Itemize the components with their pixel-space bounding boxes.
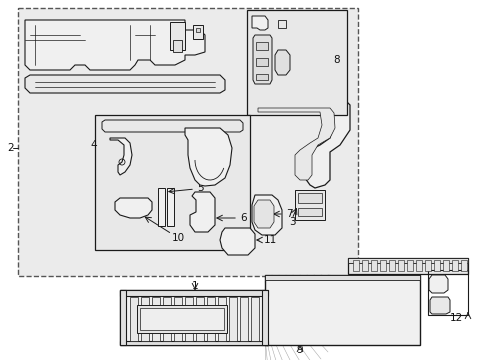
Bar	[140, 308, 224, 330]
Polygon shape	[274, 50, 289, 75]
Bar	[170, 22, 184, 50]
Text: 12: 12	[449, 313, 462, 323]
Bar	[406, 260, 412, 271]
Bar	[167, 188, 174, 226]
Bar	[347, 258, 467, 263]
Bar	[460, 260, 466, 271]
Bar	[158, 188, 164, 226]
Polygon shape	[251, 195, 282, 235]
Polygon shape	[429, 297, 449, 314]
Bar	[120, 290, 126, 345]
Bar	[415, 260, 421, 271]
Bar	[347, 258, 467, 274]
Bar	[152, 297, 160, 341]
Polygon shape	[249, 100, 349, 188]
Text: 2: 2	[8, 143, 14, 153]
Bar	[228, 297, 237, 341]
Bar	[174, 297, 182, 341]
Polygon shape	[428, 275, 447, 293]
Bar	[18, 8, 357, 276]
Bar	[370, 260, 376, 271]
Text: 9: 9	[296, 345, 303, 355]
Bar	[278, 20, 285, 28]
Bar	[352, 260, 358, 271]
Bar	[218, 297, 225, 341]
Bar	[206, 297, 215, 341]
Bar	[141, 297, 149, 341]
Bar	[442, 260, 448, 271]
Polygon shape	[220, 228, 254, 255]
Bar	[451, 260, 457, 271]
Bar	[361, 260, 367, 271]
Text: 8: 8	[332, 55, 339, 65]
Bar	[256, 42, 267, 50]
Bar	[184, 297, 193, 341]
Bar	[240, 297, 247, 341]
Bar	[250, 297, 259, 341]
Bar	[256, 74, 267, 80]
Bar	[264, 275, 419, 345]
Bar	[379, 260, 385, 271]
Bar	[173, 40, 182, 52]
Bar	[294, 190, 325, 220]
Bar	[120, 341, 267, 345]
Polygon shape	[190, 192, 215, 232]
Text: 1: 1	[191, 281, 198, 291]
Polygon shape	[251, 16, 267, 30]
Bar	[262, 290, 267, 345]
Bar	[256, 58, 267, 66]
Text: 6: 6	[240, 213, 246, 223]
Bar	[297, 193, 321, 203]
Text: 7: 7	[285, 209, 292, 219]
Polygon shape	[258, 108, 334, 180]
Bar	[137, 305, 226, 333]
Text: 5: 5	[197, 183, 203, 193]
Polygon shape	[110, 138, 132, 175]
Bar	[196, 28, 200, 32]
Polygon shape	[102, 120, 243, 132]
Polygon shape	[252, 35, 271, 84]
Polygon shape	[184, 128, 231, 186]
Text: 10: 10	[171, 233, 184, 243]
Bar	[427, 270, 467, 315]
Bar	[264, 275, 419, 280]
Polygon shape	[253, 200, 273, 228]
Bar	[433, 260, 439, 271]
Bar	[388, 260, 394, 271]
Polygon shape	[25, 75, 224, 93]
Polygon shape	[25, 20, 204, 70]
Bar	[196, 297, 203, 341]
Text: 4: 4	[90, 140, 97, 150]
Text: 11: 11	[264, 235, 277, 245]
Bar	[120, 290, 267, 345]
Bar	[163, 297, 171, 341]
Bar	[120, 290, 267, 296]
Text: 3: 3	[288, 217, 295, 227]
Bar	[95, 115, 249, 250]
Bar	[397, 260, 403, 271]
Bar	[297, 208, 321, 216]
Bar	[424, 260, 430, 271]
Polygon shape	[115, 198, 152, 218]
Bar	[130, 297, 138, 341]
Bar	[193, 25, 203, 39]
Bar	[246, 10, 346, 115]
